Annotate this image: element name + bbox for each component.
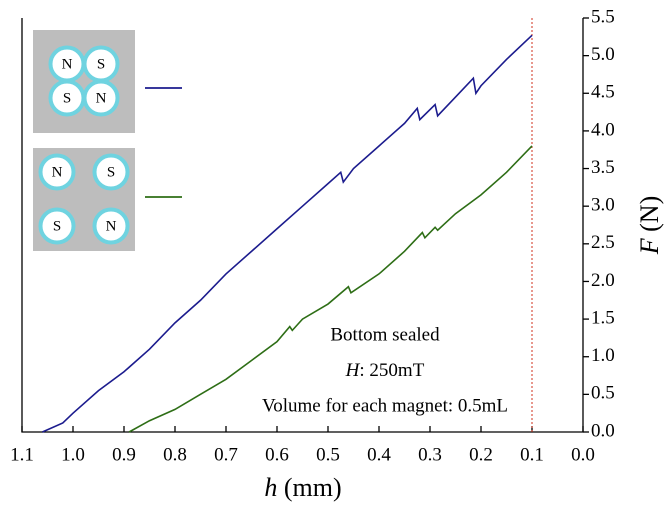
x-tick-label: 0.0 bbox=[571, 444, 595, 465]
data-line bbox=[128, 145, 533, 433]
axis-frame bbox=[21, 18, 584, 433]
x-tick-label: 0.9 bbox=[112, 444, 136, 465]
magnet-label: N bbox=[96, 90, 107, 106]
x-tick-label: 0.3 bbox=[418, 444, 442, 465]
y-axis-label: F (N) bbox=[635, 196, 664, 255]
y-tick-label: 3.5 bbox=[591, 157, 615, 178]
magnet-label: N bbox=[62, 56, 73, 72]
y-tick-label: 0.5 bbox=[591, 383, 615, 404]
magnet-label: S bbox=[97, 56, 105, 72]
y-tick-label: 4.0 bbox=[591, 119, 615, 140]
magnet bbox=[92, 207, 130, 245]
data-line bbox=[42, 34, 533, 433]
magnet-label: N bbox=[106, 218, 117, 234]
x-tick-label: 1.0 bbox=[61, 444, 85, 465]
x-tick-label: 0.7 bbox=[214, 444, 238, 465]
y-tick-label: 0.0 bbox=[591, 420, 615, 441]
magnet-label: N bbox=[52, 164, 63, 180]
y-tick-label: 2.0 bbox=[591, 270, 615, 291]
y-tick-label: 1.5 bbox=[591, 307, 615, 328]
annotation: Bottom sealed bbox=[330, 324, 440, 345]
y-tick-label: 2.5 bbox=[591, 232, 615, 253]
y-axis-unit: (N) bbox=[635, 196, 664, 232]
y-tick-label: 3.0 bbox=[591, 195, 615, 216]
x-tick-label: 0.4 bbox=[367, 444, 391, 465]
x-tick-label: 0.5 bbox=[316, 444, 340, 465]
magnet bbox=[82, 79, 120, 117]
magnet bbox=[38, 153, 76, 191]
y-tick-label: 5.5 bbox=[591, 6, 615, 27]
magnet bbox=[38, 207, 76, 245]
x-tick-label: 0.2 bbox=[469, 444, 493, 465]
annotation: Volume for each magnet: 0.5mL bbox=[262, 395, 508, 416]
x-tick-label: 0.8 bbox=[163, 444, 187, 465]
magnet-label: S bbox=[63, 90, 71, 106]
x-axis-symbol: h bbox=[264, 473, 277, 502]
y-tick-label: 1.0 bbox=[591, 345, 615, 366]
x-tick-label: 1.1 bbox=[10, 444, 34, 465]
annotation-symbol: H bbox=[345, 360, 361, 381]
magnet-label: S bbox=[107, 164, 115, 180]
x-tick-label: 0.6 bbox=[265, 444, 289, 465]
x-axis-unit: (mm) bbox=[284, 473, 342, 502]
annotation-text: : 250mT bbox=[359, 360, 424, 381]
y-tick-label: 4.5 bbox=[591, 82, 615, 103]
x-axis-label: h (mm) bbox=[264, 473, 341, 502]
y-tick-label: 5.0 bbox=[591, 44, 615, 65]
magnet bbox=[92, 153, 130, 191]
y-axis-symbol: F bbox=[635, 237, 664, 255]
annotation: H: 250mT bbox=[345, 360, 425, 381]
magnet-label: S bbox=[53, 218, 61, 234]
x-tick-label: 0.1 bbox=[520, 444, 544, 465]
